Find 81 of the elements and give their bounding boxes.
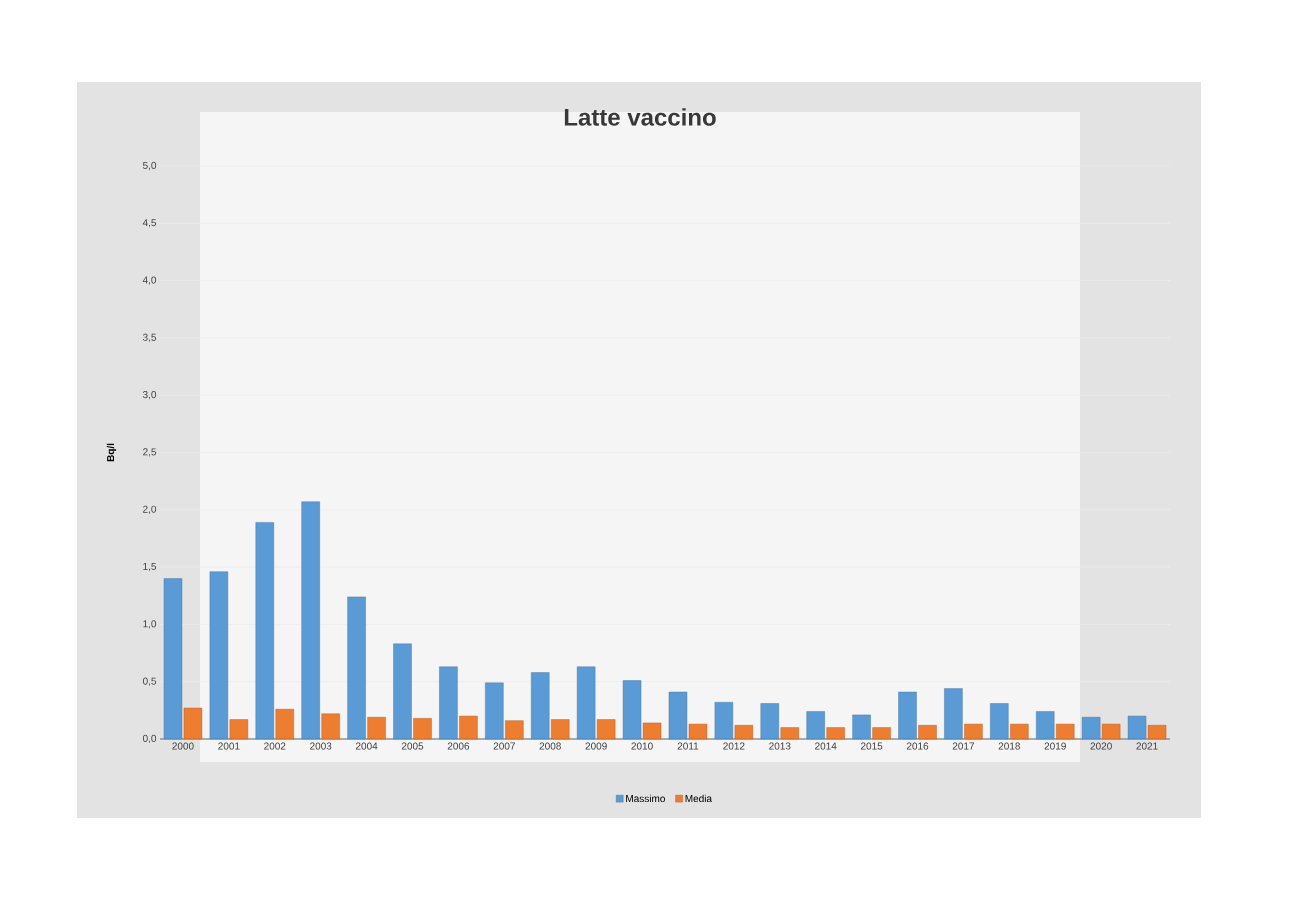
- bar: [163, 578, 183, 740]
- x-tick-label: 2011: [677, 742, 699, 750]
- x-tick-label: 2018: [998, 742, 1021, 750]
- x-tick-label: 2013: [769, 742, 791, 750]
- y-tick-label: 1,5: [143, 563, 157, 572]
- bar: [229, 719, 249, 740]
- bar: [1147, 725, 1167, 740]
- x-tick-label: 2017: [952, 742, 975, 750]
- bar: [255, 522, 274, 740]
- x-tick-label: 2019: [1044, 742, 1066, 750]
- bar: [1036, 711, 1055, 740]
- bar: [367, 717, 386, 740]
- bar: [485, 682, 504, 740]
- x-tick-label: 2002: [264, 742, 286, 750]
- x-tick-label: 2006: [447, 742, 470, 750]
- bar: [688, 723, 708, 740]
- y-tick-label: 0,5: [142, 677, 157, 686]
- legend-label: Media: [685, 794, 713, 803]
- x-tick-label: 2001: [218, 742, 240, 750]
- bar: [668, 691, 688, 740]
- bar: [1101, 723, 1121, 740]
- bar: [990, 703, 1009, 740]
- x-tick-label: 2020: [1090, 742, 1112, 750]
- bar: [439, 666, 458, 740]
- y-tick-label: 1,0: [143, 620, 157, 629]
- x-tick-label: 2021: [1136, 742, 1158, 750]
- bar: [1010, 723, 1029, 740]
- bar: [275, 708, 294, 740]
- bar: [413, 718, 432, 740]
- bar: [898, 691, 917, 740]
- bar: [183, 707, 203, 740]
- y-tick-label: 4,5: [142, 219, 157, 228]
- bar: [347, 596, 366, 740]
- x-tick-label: 2003: [310, 742, 332, 750]
- bar: [642, 722, 662, 740]
- y-tick-label: 2,0: [143, 505, 157, 514]
- bar: [806, 711, 825, 740]
- bar: [714, 702, 734, 740]
- bar: [551, 719, 570, 740]
- bar: [301, 501, 320, 740]
- x-tick-label: 2010: [631, 742, 653, 750]
- bar: [321, 713, 340, 740]
- bar: [209, 571, 229, 740]
- x-tick-label: 2016: [906, 742, 929, 750]
- bar: [622, 680, 642, 740]
- bar: [531, 672, 550, 740]
- bar: [459, 715, 478, 740]
- legend-label: Massimo: [626, 794, 665, 803]
- bar: [944, 688, 963, 740]
- bar: [852, 714, 871, 740]
- bar: [760, 703, 779, 740]
- bar: [872, 727, 891, 740]
- x-tick-label: 2008: [539, 742, 561, 750]
- x-tick-label: 2015: [860, 742, 883, 750]
- bar: [826, 727, 845, 740]
- y-axis-title: Bq/l: [106, 443, 117, 462]
- bar: [1127, 715, 1147, 740]
- bar: [918, 725, 937, 740]
- y-tick-label: 5,0: [142, 161, 157, 171]
- x-tick-label: 2000: [172, 742, 194, 750]
- x-tick-label: 2004: [355, 742, 378, 750]
- x-tick-label: 2007: [493, 742, 515, 750]
- y-tick-label: 3,0: [142, 391, 157, 400]
- bar: [596, 719, 616, 740]
- bar: [780, 727, 799, 740]
- y-tick-label: 3,5: [142, 333, 157, 343]
- x-tick-label: 2012: [723, 742, 745, 750]
- bar: [1056, 723, 1075, 740]
- bar: [505, 720, 524, 740]
- bar: [1081, 717, 1101, 740]
- bar: [964, 723, 983, 740]
- chart-title: Latte vaccino: [564, 108, 716, 126]
- x-tick-label: 2014: [815, 742, 837, 750]
- y-tick-label: 2,5: [143, 448, 157, 457]
- x-tick-label: 2005: [401, 742, 424, 750]
- bar: [576, 666, 596, 740]
- y-tick-label: 4,0: [142, 276, 157, 285]
- bar: [393, 643, 412, 740]
- y-tick-label: 0,0: [142, 734, 157, 744]
- bar: [734, 725, 754, 740]
- x-tick-label: 2009: [585, 742, 607, 750]
